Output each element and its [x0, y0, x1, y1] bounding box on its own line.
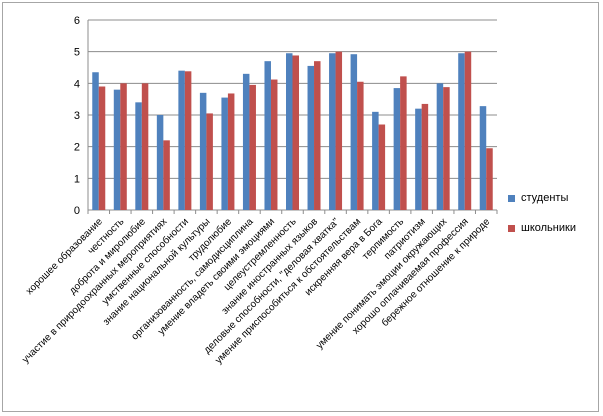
y-tick-label: 3: [74, 110, 80, 122]
bar-schoolchildren: [443, 87, 450, 210]
bar-students: [199, 92, 207, 210]
bar-students: [372, 111, 379, 210]
bar-schoolchildren: [464, 51, 472, 210]
bar-schoolchildren: [292, 55, 299, 210]
legend-item-students: студенты: [508, 188, 600, 208]
y-tick-label: 6: [74, 15, 80, 27]
legend-swatch-students: [508, 194, 515, 202]
bar-schoolchildren: [98, 86, 106, 210]
legend-label-students: студенты: [521, 192, 569, 204]
bar-students: [113, 89, 121, 210]
bar-students: [393, 88, 401, 210]
legend-label-schoolchildren: школьники: [521, 222, 576, 234]
bar-schoolchildren: [335, 51, 343, 210]
bar-schoolchildren: [206, 113, 213, 210]
bar-students: [156, 115, 164, 210]
bar-schoolchildren: [378, 124, 386, 210]
y-tick-label: 0: [74, 205, 80, 217]
bar-students: [458, 53, 465, 210]
bar-students: [264, 61, 271, 210]
bar-students: [479, 106, 487, 210]
bar-schoolchildren: [227, 93, 235, 210]
bar-students: [92, 72, 99, 210]
bar-schoolchildren: [141, 83, 149, 210]
bar-students: [350, 54, 358, 211]
bar-students: [178, 70, 185, 211]
bar-schoolchildren: [249, 84, 256, 210]
y-tick-label: 5: [74, 47, 80, 59]
bar-schoolchildren: [120, 83, 127, 210]
bar-schoolchildren: [184, 71, 192, 210]
bar-schoolchildren: [163, 140, 170, 210]
legend-item-schoolchildren: школьники: [508, 218, 600, 238]
bar-students: [415, 108, 422, 210]
bar-schoolchildren: [357, 81, 364, 210]
bar-schoolchildren: [486, 148, 493, 210]
bar-students: [286, 53, 293, 210]
bar-students: [329, 53, 336, 210]
bar-students: [242, 73, 250, 210]
legend-swatch-schoolchildren: [508, 224, 515, 232]
bar-schoolchildren: [421, 103, 429, 210]
bar-students: [307, 65, 315, 211]
bar-schoolchildren: [314, 61, 321, 210]
bar-students: [436, 83, 444, 210]
y-tick-label: 4: [74, 78, 80, 90]
legend: студенты школьники: [508, 188, 600, 248]
bar-schoolchildren: [400, 76, 407, 210]
y-tick-label: 2: [74, 142, 80, 154]
bar-students: [221, 97, 228, 210]
bar-schoolchildren: [270, 79, 278, 211]
y-tick-label: 1: [74, 173, 80, 185]
bar-students: [135, 102, 142, 210]
